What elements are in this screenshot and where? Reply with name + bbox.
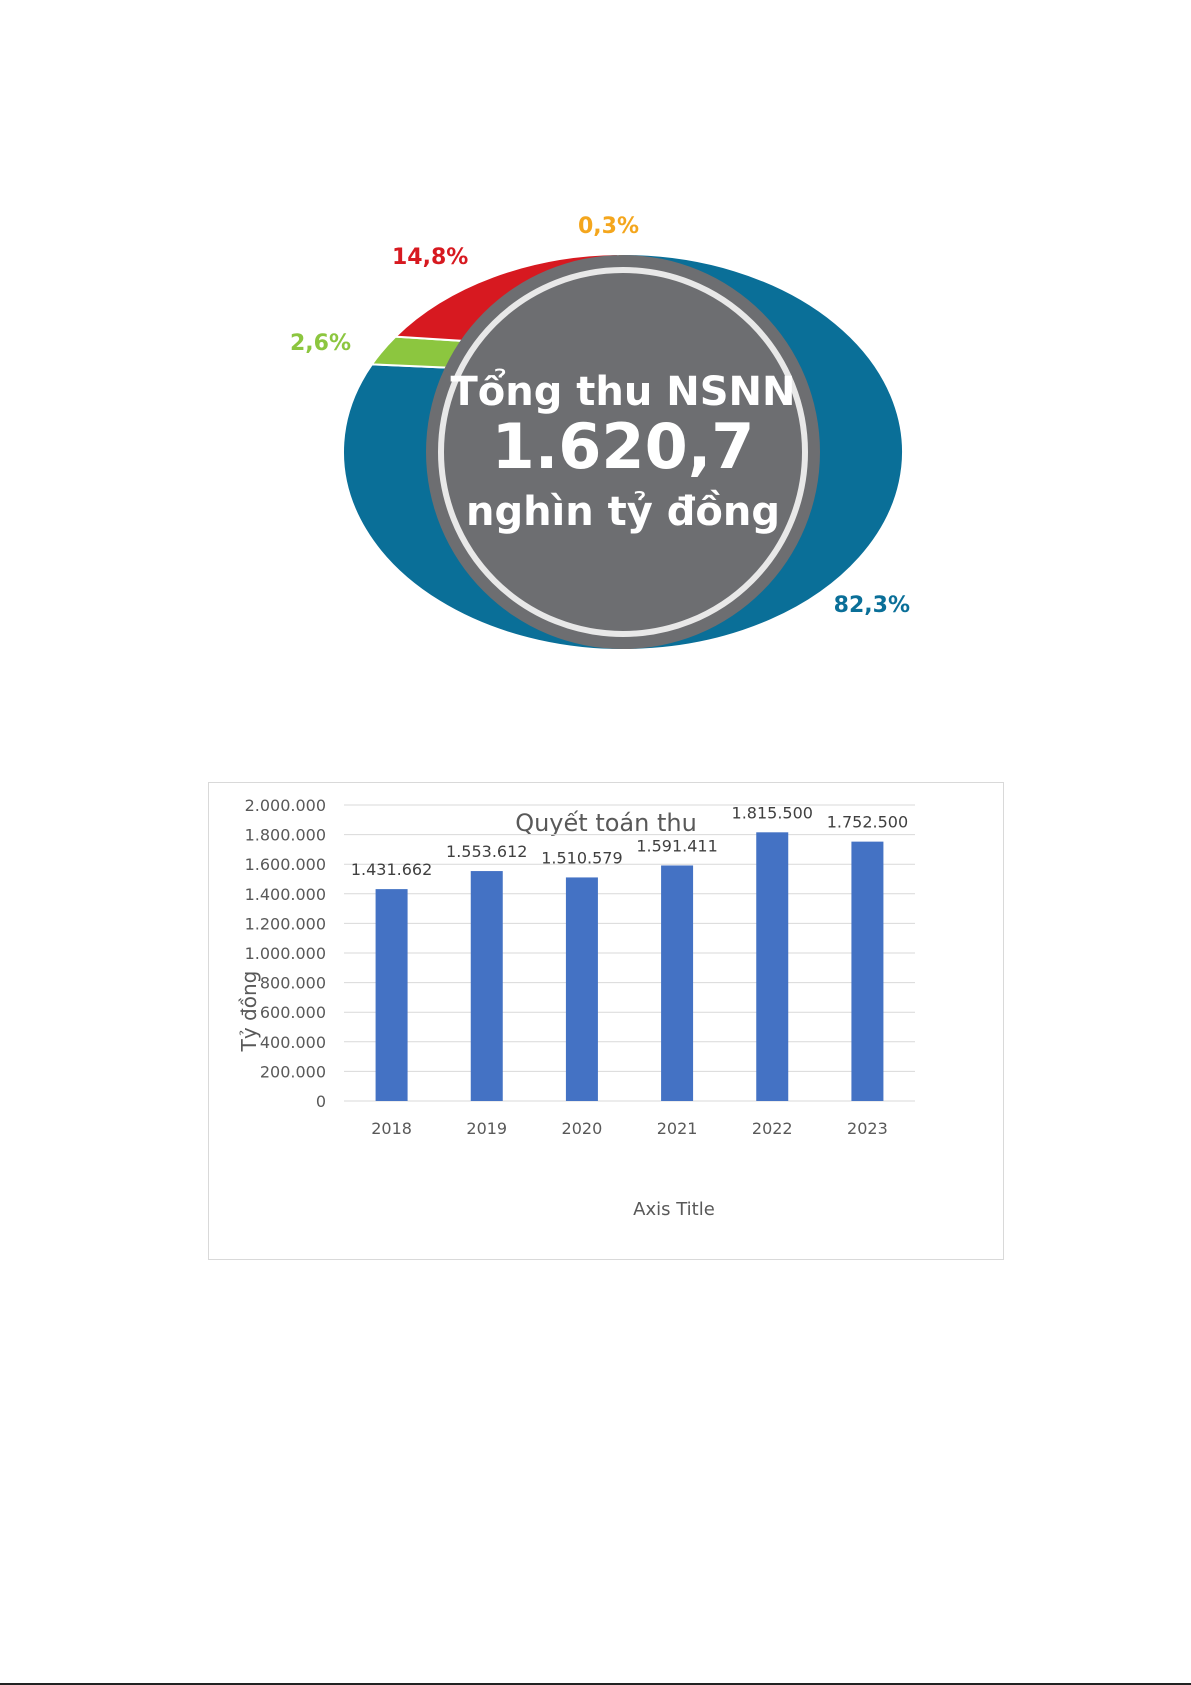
y-tick-label: 1.600.000 [245,855,326,874]
bar-2019 [470,871,503,1101]
bar-value-label-2023: 1.752.500 [827,813,908,832]
bar-value-label-2018: 1.431.662 [351,860,432,879]
bar-value-label-2020: 1.510.579 [541,848,622,867]
bar-value-label-2019: 1.553.612 [446,842,527,861]
donut-chart-svg: Tổng thu NSNN 1.620,7 nghìn tỷ đồng 82,3… [290,214,910,651]
revenue-settlement-bar-chart: Quyết toán thu 0 200.000 400.000 600.000 800… [208,782,1004,1260]
y-tick-label: 1.400.000 [245,885,326,904]
bar-value-label-2022: 1.815.500 [732,803,813,822]
y-tick-label: 1.800.000 [245,826,326,845]
y-tick-label: 2.000.000 [245,796,326,815]
bar-2018 [375,889,408,1101]
bar-chart-title: Quyết toán thu [515,809,697,837]
donut-center-value: 1.620,7 [492,410,755,483]
revenue-donut-chart: Tổng thu NSNN 1.620,7 nghìn tỷ đồng 82,3… [260,200,940,660]
x-axis-title: Axis Title [633,1199,715,1220]
x-tick-label-2022: 2022 [752,1119,793,1138]
x-tick-label-2019: 2019 [466,1119,507,1138]
x-tick-label-2018: 2018 [371,1119,412,1138]
x-tick-label-2020: 2020 [562,1119,603,1138]
y-tick-label: 400.000 [260,1033,326,1052]
donut-center-ring [438,267,808,637]
y-tick-label: 1.200.000 [245,914,326,933]
slice-label-2-6: 2,6% [290,331,351,356]
y-tick-label: 200.000 [260,1062,326,1081]
x-tick-label-2021: 2021 [657,1119,698,1138]
bar-chart-svg: Quyết toán thu 0 200.000 400.000 600.000 800… [237,796,915,1220]
page-bottom-rule [0,1683,1191,1685]
bar-2023 [851,841,884,1101]
donut-center-unit: nghìn tỷ đồng [466,489,780,535]
donut-center-circle [426,255,820,649]
y-tick-label: 1.000.000 [245,944,326,963]
y-tick-label: 0 [316,1092,326,1111]
slice-label-0-3: 0,3% [578,214,639,239]
y-axis-title: Tỷ đồng [237,971,261,1053]
bar-2021 [661,865,694,1101]
y-tick-label: 800.000 [260,974,326,993]
bar-2022 [756,832,789,1101]
slice-label-14-8: 14,8% [392,245,468,270]
y-tick-label: 600.000 [260,1003,326,1022]
slice-label-82-3: 82,3% [834,593,910,618]
x-tick-label-2023: 2023 [847,1119,888,1138]
bar-value-label-2021: 1.591.411 [636,836,717,855]
donut-center-title: Tổng thu NSNN [450,367,795,415]
bar-2020 [565,877,598,1101]
